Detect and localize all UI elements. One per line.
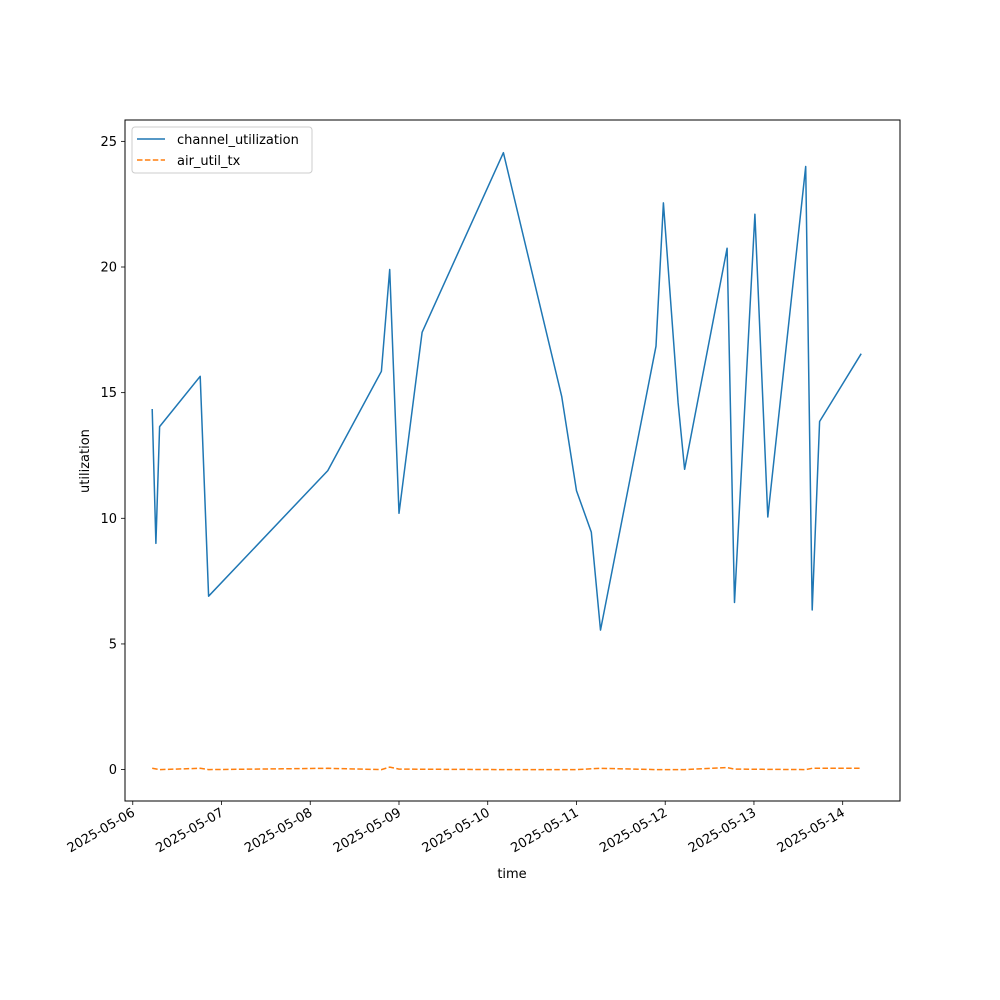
x-axis-label: time (497, 867, 526, 882)
series-line-channel-utilization (151, 151, 862, 631)
series-line-air-util-tx (152, 766, 862, 771)
legend-label-channel-utilization: channel_utilization (177, 133, 299, 148)
y-tick-label: 15 (100, 386, 117, 401)
legend-box (131, 126, 313, 174)
y-tick-label: 5 (109, 637, 117, 652)
y-tick-label: 25 (100, 135, 117, 150)
y-axis-label: utilization (78, 429, 93, 493)
legend-label-air-util-tx: air_util_tx (177, 154, 241, 169)
y-axis-ticks: 0 5 10 15 20 25 (100, 135, 125, 778)
plot-frame (124, 119, 901, 802)
y-tick-label: 10 (100, 512, 117, 527)
y-tick-label: 20 (100, 261, 117, 276)
series-layer (151, 151, 862, 771)
legend: channel_utilization air_util_tx (131, 126, 313, 174)
y-tick-label: 0 (109, 763, 117, 778)
